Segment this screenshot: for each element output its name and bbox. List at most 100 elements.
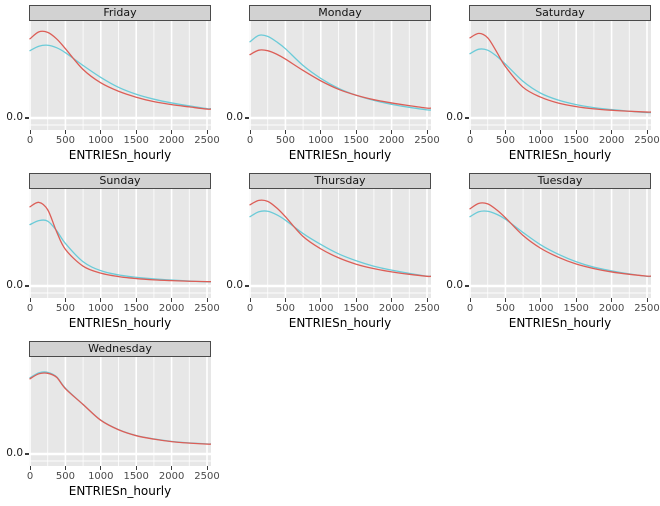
facet-strip: Tuesday bbox=[469, 173, 651, 189]
x-axis-tick-label: 500 bbox=[275, 303, 295, 314]
x-axis-tick-mark bbox=[320, 130, 322, 134]
x-axis-tick-label: 0 bbox=[466, 135, 474, 146]
density-curve-red bbox=[29, 201, 211, 283]
x-axis-tick-label: 2500 bbox=[194, 471, 220, 482]
x-axis-tick-label: 500 bbox=[495, 303, 515, 314]
y-axis-tick-label: 0.0 bbox=[6, 279, 23, 291]
x-axis-tick-label: 2500 bbox=[194, 135, 220, 146]
x-axis-tick-mark bbox=[540, 130, 542, 134]
density-curve-red bbox=[29, 372, 211, 445]
x-axis-tick-label: 0 bbox=[26, 135, 34, 146]
x-axis-tick-mark bbox=[249, 130, 251, 134]
x-axis-tick-label: 0 bbox=[466, 303, 474, 314]
x-axis-tick-mark bbox=[284, 130, 286, 134]
plot-area bbox=[469, 21, 651, 130]
facet-strip: Thursday bbox=[249, 173, 431, 189]
y-axis-tick-label: 0.0 bbox=[446, 111, 463, 123]
x-axis-tick-mark bbox=[391, 130, 393, 134]
x-axis-tick-mark bbox=[64, 298, 66, 302]
x-axis-label: ENTRIESn_hourly bbox=[508, 148, 612, 162]
x-axis-tick-mark bbox=[504, 130, 506, 134]
x-axis-tick-label: 1000 bbox=[308, 303, 334, 314]
x-axis-tick-mark bbox=[29, 466, 31, 470]
x-axis-tick-mark bbox=[171, 298, 173, 302]
density-plot bbox=[29, 357, 211, 466]
x-axis-tick-label: 1000 bbox=[528, 135, 554, 146]
x-axis-tick-mark bbox=[135, 298, 137, 302]
x-axis-tick-label: 2500 bbox=[414, 303, 440, 314]
x-axis-tick-label: 2500 bbox=[634, 135, 660, 146]
x-axis-tick-mark bbox=[29, 130, 31, 134]
x-axis-tick-label: 500 bbox=[55, 135, 75, 146]
density-plot bbox=[249, 21, 431, 130]
facet-title: Tuesday bbox=[537, 174, 583, 187]
x-axis-tick-mark bbox=[426, 298, 428, 302]
x-axis-tick-mark bbox=[611, 298, 613, 302]
x-axis-tick-mark bbox=[391, 298, 393, 302]
facet-title: Friday bbox=[103, 6, 137, 19]
x-axis-tick-label: 0 bbox=[26, 303, 34, 314]
x-axis-tick-label: 1500 bbox=[123, 303, 149, 314]
x-axis-tick-label: 500 bbox=[275, 135, 295, 146]
plot-area bbox=[249, 189, 431, 298]
x-axis-tick-label: 2000 bbox=[158, 303, 185, 314]
x-axis-tick-label: 1000 bbox=[88, 135, 114, 146]
x-axis-tick-mark bbox=[469, 298, 471, 302]
y-axis-tick-label: 0.0 bbox=[226, 111, 243, 123]
x-axis-tick-label: 0 bbox=[246, 303, 254, 314]
x-axis-tick-mark bbox=[426, 130, 428, 134]
density-curve-cyan bbox=[249, 210, 431, 277]
y-axis-tick-mark bbox=[465, 285, 469, 287]
x-axis-tick-label: 2500 bbox=[194, 303, 220, 314]
facet-strip: Sunday bbox=[29, 173, 211, 189]
x-axis-label: ENTRIESn_hourly bbox=[68, 148, 172, 162]
facet-title: Wednesday bbox=[88, 342, 152, 355]
x-axis-tick-label: 500 bbox=[55, 471, 75, 482]
x-axis-tick-mark bbox=[355, 130, 357, 134]
x-axis-label: ENTRIESn_hourly bbox=[68, 316, 172, 330]
y-axis-tick-mark bbox=[25, 285, 29, 287]
plot-area bbox=[249, 21, 431, 130]
x-axis-label: ENTRIESn_hourly bbox=[68, 484, 172, 498]
x-axis-tick-label: 1500 bbox=[563, 135, 589, 146]
facet-title: Saturday bbox=[535, 6, 585, 19]
x-axis-tick-label: 2500 bbox=[634, 303, 660, 314]
x-axis-tick-label: 2000 bbox=[378, 303, 405, 314]
x-axis-tick-label: 1500 bbox=[123, 471, 149, 482]
x-axis-tick-mark bbox=[540, 298, 542, 302]
x-axis-tick-label: 1500 bbox=[343, 135, 369, 146]
facet-strip: Saturday bbox=[469, 5, 651, 21]
x-axis-label: ENTRIESn_hourly bbox=[288, 316, 392, 330]
facet-strip: Friday bbox=[29, 5, 211, 21]
facet-title: Sunday bbox=[99, 174, 141, 187]
density-curve-cyan bbox=[29, 44, 211, 110]
x-axis-tick-label: 2000 bbox=[158, 471, 185, 482]
facet-title: Thursday bbox=[314, 174, 366, 187]
x-axis-tick-label: 1500 bbox=[123, 135, 149, 146]
x-axis-tick-mark bbox=[611, 130, 613, 134]
x-axis-tick-mark bbox=[284, 298, 286, 302]
density-curve-red bbox=[469, 32, 651, 113]
x-axis-tick-mark bbox=[135, 466, 137, 470]
x-axis-tick-label: 1500 bbox=[563, 303, 589, 314]
x-axis-tick-mark bbox=[646, 130, 648, 134]
x-axis-tick-label: 1000 bbox=[88, 303, 114, 314]
x-axis-tick-mark bbox=[64, 130, 66, 134]
density-curve-cyan bbox=[249, 34, 431, 111]
x-axis-tick-mark bbox=[249, 298, 251, 302]
facet-panel: Wednesday 0.0 ENTRIESn_hourly 0 500 1000 15… bbox=[0, 336, 220, 504]
x-axis-tick-label: 1000 bbox=[528, 303, 554, 314]
x-axis-tick-label: 500 bbox=[495, 135, 515, 146]
x-axis-tick-label: 1000 bbox=[88, 471, 114, 482]
plot-area bbox=[29, 189, 211, 298]
x-axis-tick-mark bbox=[355, 298, 357, 302]
y-axis-tick-mark bbox=[25, 117, 29, 119]
density-plot bbox=[29, 21, 211, 130]
x-axis-tick-mark bbox=[171, 130, 173, 134]
y-axis-tick-mark bbox=[465, 117, 469, 119]
x-axis-tick-label: 2000 bbox=[158, 135, 185, 146]
density-curve-red bbox=[469, 202, 651, 277]
x-axis-tick-label: 1500 bbox=[343, 303, 369, 314]
facet-panel: Tuesday 0.0 ENTRIESn_hourly 0 500 1000 1500… bbox=[440, 168, 660, 336]
x-axis-tick-mark bbox=[504, 298, 506, 302]
